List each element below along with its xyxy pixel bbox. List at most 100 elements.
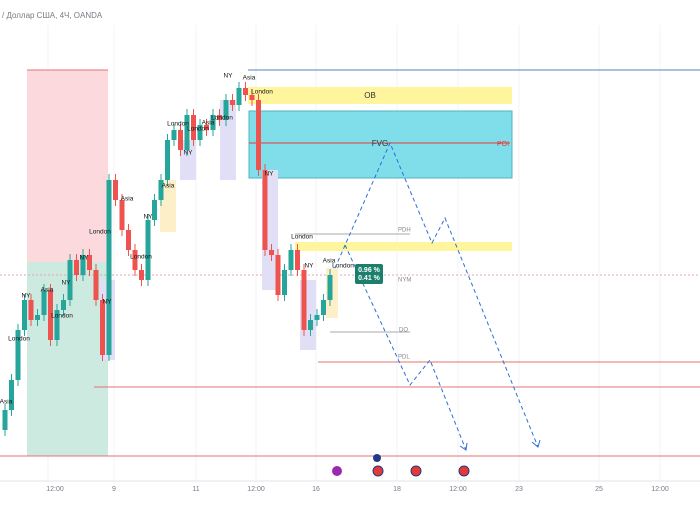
candle-body [230, 100, 235, 105]
candle-body [295, 250, 300, 270]
event-flag[interactable] [372, 465, 384, 477]
candle-body [249, 95, 255, 100]
time-label: 9 [112, 486, 116, 493]
candle-body [178, 130, 183, 150]
percent-badge [355, 264, 383, 284]
yellow-zone [295, 242, 512, 251]
candle-body [48, 290, 53, 340]
time-label: 23 [515, 486, 523, 493]
projection [334, 141, 541, 451]
candle-body [9, 380, 14, 410]
session-label: NY [102, 299, 112, 306]
candle-body [171, 130, 177, 140]
candle-body [106, 180, 112, 355]
event-icon[interactable] [332, 466, 342, 476]
candle-body [93, 270, 99, 300]
candle-body [197, 125, 203, 140]
session-label: NY [79, 255, 89, 262]
session-label: Asia [121, 196, 134, 203]
candle-body [210, 115, 216, 130]
candle-body [321, 300, 326, 315]
session-label: NY [21, 293, 31, 300]
time-label: 16 [312, 486, 320, 493]
pdh-label: PDH [398, 228, 411, 234]
candle-body [308, 320, 313, 330]
session-label: Asia [202, 120, 215, 127]
session-label: NY [183, 150, 193, 157]
time-label: 11 [192, 486, 199, 493]
candle-body [67, 260, 73, 300]
session-label: NY [304, 263, 314, 270]
event-flag[interactable] [458, 465, 470, 477]
range-box-red [27, 70, 108, 262]
candle-body [158, 180, 164, 200]
candle-body [243, 88, 248, 95]
poi-label: POI [497, 141, 509, 148]
candle-body [165, 140, 170, 180]
candle-body [113, 180, 118, 200]
session-label: London [332, 263, 354, 270]
candle-body [275, 255, 281, 295]
session-label: NY [61, 280, 71, 287]
candle-body [301, 270, 307, 330]
fvg-label: FVG [372, 139, 388, 148]
time-label: 18 [393, 486, 401, 493]
session-label: Asia [243, 75, 256, 82]
arrow-head [531, 439, 541, 448]
time-label: 12:00 [247, 486, 265, 493]
projection-path [334, 141, 539, 448]
session-label: Asia [162, 183, 175, 190]
candles [2, 82, 333, 436]
candle-body [15, 330, 21, 380]
nym-label: NYM [398, 278, 411, 284]
session-label: London [187, 126, 209, 133]
projection-path [344, 244, 467, 451]
time-label: 12:00 [449, 486, 467, 493]
candle-body [139, 270, 144, 280]
candle-body [80, 255, 86, 275]
candle-body [2, 410, 8, 430]
session-label: NY [264, 171, 274, 178]
session-label: London [51, 313, 73, 320]
session-label: London [211, 115, 233, 122]
candle-body [119, 200, 125, 230]
event-flag[interactable] [410, 465, 422, 477]
candle-body [145, 220, 151, 280]
candle-body [61, 300, 66, 310]
chart-subtitle: / Доллар США, 4Ч, OANDA [2, 11, 103, 20]
time-axis: 12:00 9 11 12:00 16 18 12:00 23 25 12:00 [46, 486, 669, 493]
ob-label: OB [364, 91, 376, 100]
session-box [160, 180, 176, 232]
event-marker[interactable] [373, 454, 381, 462]
candle-body [28, 300, 34, 320]
candle-body [54, 310, 60, 340]
candle-body [74, 260, 79, 275]
candle-body [126, 230, 131, 250]
candle-body [314, 315, 320, 320]
candle-body [35, 315, 40, 320]
candle-body [236, 88, 242, 105]
candle-body [282, 270, 287, 295]
session-label: Asia [323, 258, 336, 265]
session-labels: NYAsiaNYLondonLondonNYLondonNYAsiaNYLond… [0, 73, 354, 406]
session-label: NY [143, 214, 153, 221]
candle-body [288, 250, 294, 270]
session-label: London [8, 336, 30, 343]
session-label: London [251, 89, 273, 96]
session-box [180, 140, 196, 180]
candle-body [269, 250, 274, 255]
candle-body [41, 290, 47, 315]
badge-line1: 0.96 % [358, 267, 381, 274]
badge-line2: 0.41 % [358, 275, 381, 282]
time-label: 12:00 [46, 486, 64, 493]
candle-body [327, 275, 333, 300]
candle-body [256, 100, 261, 170]
fvg-zone [248, 110, 513, 179]
candle-body [132, 250, 138, 270]
session-label: London [89, 229, 111, 236]
candle-body [262, 170, 268, 250]
session-label: NY [223, 73, 233, 80]
candle-body [152, 200, 157, 220]
session-label: London [130, 254, 152, 261]
candle-body [22, 300, 27, 330]
